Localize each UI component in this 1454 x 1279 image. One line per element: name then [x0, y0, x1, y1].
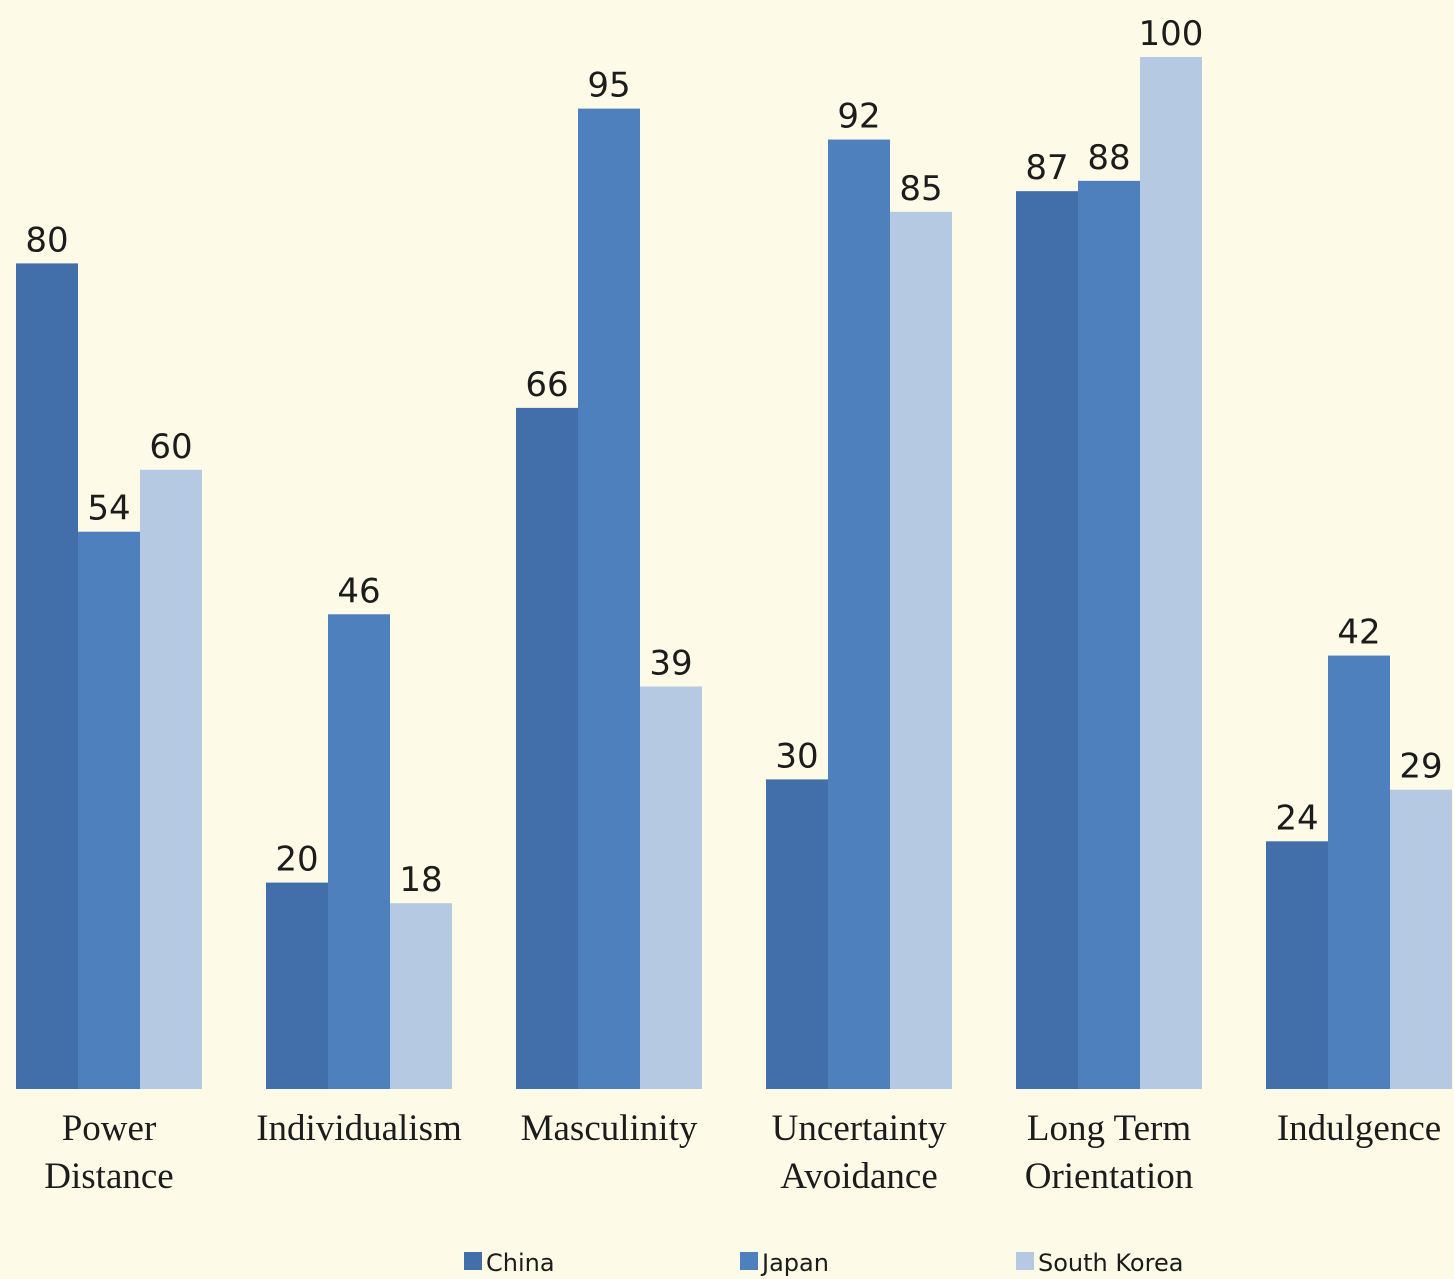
data-label: 66 — [525, 365, 568, 405]
data-label: 80 — [25, 220, 68, 260]
bar-japan-5 — [1328, 655, 1390, 1089]
data-label: 42 — [1337, 613, 1380, 653]
data-label: 20 — [275, 840, 318, 880]
bar-japan-2 — [578, 108, 640, 1090]
bar-china-2 — [516, 407, 578, 1089]
data-label: 39 — [649, 644, 692, 684]
data-label: 60 — [149, 427, 192, 467]
bar-south-korea-4 — [1140, 57, 1202, 1089]
bar-south-korea-3 — [890, 211, 952, 1090]
data-label: 100 — [1139, 14, 1204, 54]
category-label: Orientation — [1025, 1156, 1194, 1197]
data-label: 87 — [1025, 148, 1068, 188]
data-label: 85 — [899, 169, 942, 209]
legend-swatch — [464, 1252, 482, 1270]
legend-swatch — [1016, 1252, 1034, 1270]
category-label: Avoidance — [780, 1156, 938, 1197]
legend: China Japan South Korea — [464, 1249, 1183, 1277]
data-label: 95 — [587, 66, 630, 106]
data-label: 30 — [775, 736, 818, 776]
bar-japan-4 — [1078, 180, 1140, 1090]
category-label: Distance — [44, 1156, 173, 1197]
legend-label: South Korea — [1038, 1249, 1183, 1277]
category-label: Power — [62, 1108, 157, 1149]
bar-south-korea-2 — [640, 686, 702, 1089]
data-label: 24 — [1275, 798, 1318, 838]
legend-label: Japan — [760, 1249, 829, 1277]
data-label: 18 — [399, 860, 442, 900]
data-label: 29 — [1399, 747, 1442, 787]
category-label: Long Term — [1027, 1108, 1191, 1149]
category-labels-layer: Power Distance Individualism Masculinity Unc… — [44, 1108, 1441, 1197]
category-label: Masculinity — [521, 1108, 698, 1149]
bar-china-3 — [766, 779, 828, 1089]
bar-japan-0 — [78, 531, 140, 1089]
category-label: Uncertainty — [772, 1108, 947, 1149]
legend-swatch — [740, 1252, 758, 1270]
bar-china-1 — [266, 882, 328, 1089]
bar-japan-1 — [328, 614, 390, 1089]
category-label: Indulgence — [1277, 1108, 1441, 1149]
data-label: 88 — [1087, 138, 1130, 178]
data-label: 54 — [87, 489, 130, 529]
data-label: 46 — [337, 571, 380, 611]
legend-label: China — [486, 1249, 555, 1277]
bar-south-korea-1 — [390, 903, 452, 1089]
bar-china-4 — [1016, 191, 1078, 1089]
bar-china-0 — [16, 263, 78, 1089]
bars-layer — [16, 57, 1452, 1090]
bar-south-korea-5 — [1390, 789, 1452, 1089]
bar-japan-3 — [828, 139, 890, 1089]
bar-south-korea-0 — [140, 469, 202, 1089]
value-labels-layer: 80 54 60 20 46 18 66 95 39 30 92 85 87 88 100 24 42 29 — [25, 14, 1442, 900]
bar-china-5 — [1266, 841, 1328, 1089]
data-label: 92 — [837, 97, 880, 137]
category-label: Individualism — [256, 1108, 462, 1149]
